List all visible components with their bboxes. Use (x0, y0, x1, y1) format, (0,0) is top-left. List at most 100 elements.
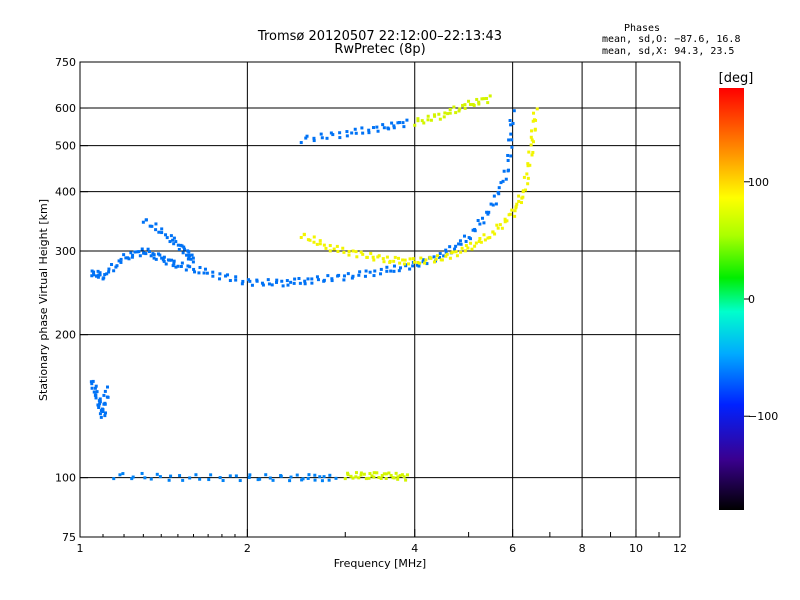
echo-point (301, 477, 305, 481)
echo-point (493, 232, 497, 236)
echo-point (172, 262, 176, 266)
echo-point (142, 251, 146, 255)
echo-point (99, 415, 103, 419)
echo-point (106, 385, 110, 389)
echo-point (402, 262, 406, 266)
echo-point (467, 99, 471, 103)
echo-point (158, 253, 162, 257)
echo-point (130, 477, 134, 481)
echo-point (140, 247, 144, 251)
echo-point (130, 255, 134, 259)
echo-point (424, 258, 428, 262)
echo-point (312, 139, 316, 143)
y-tick-label: 600 (55, 102, 76, 115)
echo-point (318, 239, 322, 243)
echo-point (485, 210, 489, 214)
echo-point (137, 250, 141, 254)
echo-point (234, 278, 238, 282)
echo-point (338, 136, 342, 140)
echo-point (416, 119, 420, 123)
echo-point (392, 264, 396, 268)
x-tick-label: 6 (509, 542, 516, 555)
echo-point (530, 129, 534, 133)
x-tick-label: 8 (579, 542, 586, 555)
echo-point (503, 220, 507, 224)
echo-point (398, 120, 402, 124)
echo-point (372, 274, 376, 278)
echo-point (255, 278, 259, 282)
echo-point (258, 477, 262, 481)
echo-point (502, 169, 506, 173)
echo-point (520, 201, 524, 205)
echo-point (371, 255, 375, 259)
echo-point (514, 204, 518, 208)
echo-point (149, 477, 153, 481)
colorbar-ticks: 100 0 −100 (744, 176, 778, 423)
echo-point (198, 477, 202, 481)
echo-point (446, 112, 450, 116)
echo-point (207, 478, 211, 482)
echo-point (107, 267, 111, 271)
echo-point (181, 478, 185, 482)
echo-point (418, 261, 422, 265)
echo-point (363, 274, 367, 278)
echo-point (167, 478, 171, 482)
echo-point (444, 250, 448, 254)
echo-point (103, 273, 107, 277)
echo-point (191, 260, 195, 264)
echo-point (392, 259, 396, 263)
echo-point (169, 258, 173, 262)
echo-point (528, 163, 532, 167)
echo-point (510, 145, 514, 149)
echo-point (463, 106, 467, 110)
echo-point (464, 239, 468, 243)
echo-point (415, 263, 419, 267)
echo-point (146, 247, 150, 251)
echo-point (432, 255, 436, 259)
echo-point (158, 475, 162, 479)
echo-point (342, 250, 346, 254)
echo-point (404, 478, 408, 482)
x-tick-labels: 1 2 4 6 8 10 12 (77, 529, 687, 555)
echo-point (326, 274, 330, 278)
echo-point (164, 233, 168, 237)
echo-point (312, 235, 316, 239)
echo-point (438, 255, 442, 259)
echo-point (248, 279, 252, 283)
echo-point (90, 386, 94, 390)
echo-point (359, 471, 363, 475)
echo-point (330, 279, 334, 283)
echo-point (506, 158, 510, 162)
y-tick-label: 750 (55, 56, 76, 69)
phases-line-o: mean, sd,O: −87.6, 16.8 (602, 34, 740, 45)
echo-point (462, 234, 466, 238)
echo-point (526, 162, 530, 166)
echo-point (106, 395, 110, 399)
echo-point (367, 131, 371, 135)
echo-point (336, 274, 340, 278)
echo-point (250, 283, 254, 287)
echo-point (306, 476, 310, 480)
echo-point (506, 153, 510, 157)
echo-point (267, 282, 271, 286)
echo-point (513, 209, 517, 213)
echo-point (93, 386, 97, 390)
echo-point (442, 254, 446, 258)
data-points (89, 94, 539, 483)
echo-point (359, 250, 363, 254)
echo-point (463, 249, 467, 253)
echo-point (275, 278, 279, 282)
echo-point (101, 408, 105, 412)
echo-point (477, 240, 481, 244)
echo-point (422, 258, 426, 262)
echo-point (286, 283, 290, 287)
echo-point (171, 264, 175, 268)
echo-point (110, 263, 114, 267)
echo-point (535, 107, 539, 111)
echo-point (261, 283, 265, 287)
echo-point (209, 473, 213, 477)
echo-point (379, 476, 383, 480)
echo-point (442, 115, 446, 119)
echo-point (429, 118, 433, 122)
x-tick-label: 12 (673, 542, 687, 555)
